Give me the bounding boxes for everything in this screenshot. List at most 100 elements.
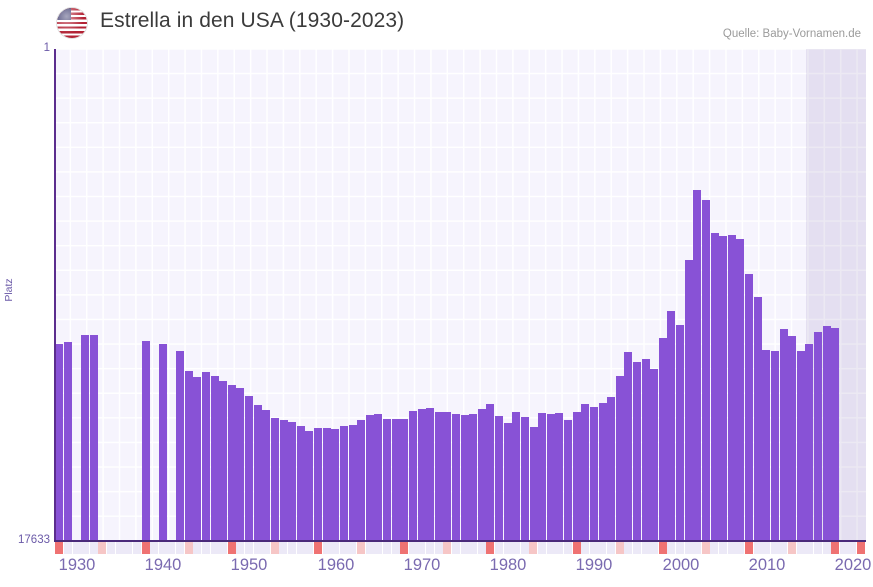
bar[interactable]	[538, 412, 547, 540]
x-axis-tick-label: 1970	[403, 556, 441, 574]
bar[interactable]	[814, 332, 822, 540]
bar[interactable]	[633, 362, 641, 540]
bar[interactable]	[555, 412, 564, 540]
bar[interactable]	[176, 350, 185, 540]
chart-header: Estrella in den USA (1930-2023) Quelle: …	[0, 0, 873, 46]
bar[interactable]	[762, 349, 771, 540]
bar[interactable]	[331, 428, 340, 540]
bar[interactable]	[408, 411, 417, 540]
bar[interactable]	[141, 341, 150, 540]
bar[interactable]	[779, 329, 788, 540]
bar[interactable]	[296, 425, 305, 540]
bar[interactable]	[460, 414, 469, 540]
bar[interactable]	[314, 428, 322, 540]
bar[interactable]	[236, 388, 245, 540]
bar[interactable]	[305, 430, 314, 540]
bar[interactable]	[788, 335, 797, 540]
x-axis-tick-mark	[72, 542, 81, 554]
x-axis-tick-mark	[744, 542, 753, 554]
bar[interactable]	[219, 380, 228, 540]
bar[interactable]	[615, 375, 624, 540]
x-axis-tick-mark	[667, 542, 676, 554]
bar[interactable]	[727, 234, 736, 540]
bar[interactable]	[589, 406, 598, 540]
x-axis-tick-label: 1960	[317, 556, 355, 574]
x-axis-line	[54, 540, 866, 542]
bar[interactable]	[701, 199, 710, 540]
bar[interactable]	[210, 376, 219, 540]
bar[interactable]	[417, 409, 426, 540]
bar[interactable]	[607, 396, 616, 540]
x-axis-tick-mark	[89, 542, 98, 554]
bar[interactable]	[598, 403, 607, 540]
bar[interactable]	[529, 427, 538, 540]
bar[interactable]	[202, 371, 210, 540]
bar[interactable]	[512, 411, 521, 540]
bar[interactable]	[641, 358, 650, 540]
bar[interactable]	[581, 404, 590, 540]
bar[interactable]	[227, 385, 236, 540]
bar[interactable]	[262, 410, 271, 540]
bar[interactable]	[469, 413, 478, 540]
bar[interactable]	[495, 415, 503, 540]
bar[interactable]	[339, 426, 348, 540]
bar[interactable]	[434, 412, 443, 540]
bar[interactable]	[383, 418, 391, 540]
bar[interactable]	[564, 419, 572, 540]
bar[interactable]	[822, 326, 831, 540]
bar[interactable]	[658, 337, 667, 540]
bar[interactable]	[288, 421, 297, 540]
bar[interactable]	[693, 189, 702, 540]
bar[interactable]	[270, 417, 279, 540]
bar[interactable]	[400, 418, 409, 540]
x-axis-tick-mark	[701, 542, 710, 554]
bar[interactable]	[667, 310, 676, 540]
bar[interactable]	[451, 413, 460, 540]
bar[interactable]	[279, 419, 288, 540]
bar[interactable]	[805, 343, 814, 540]
bar[interactable]	[796, 350, 805, 540]
bar[interactable]	[322, 427, 331, 540]
x-axis-tick-mark	[236, 542, 245, 554]
bar[interactable]	[374, 413, 383, 540]
bar[interactable]	[503, 422, 512, 540]
bar[interactable]	[477, 408, 486, 540]
bar[interactable]	[650, 368, 659, 540]
bar[interactable]	[348, 424, 357, 540]
bar[interactable]	[676, 325, 685, 540]
bar[interactable]	[443, 411, 452, 540]
y-axis-tick-top: 1	[43, 42, 50, 54]
bar[interactable]	[184, 371, 193, 540]
bar[interactable]	[89, 334, 98, 540]
x-axis-tick-mark	[443, 542, 452, 554]
bar[interactable]	[770, 350, 779, 540]
bar[interactable]	[684, 260, 693, 540]
bar[interactable]	[753, 296, 762, 540]
bar[interactable]	[624, 351, 633, 540]
bar[interactable]	[710, 232, 719, 540]
bar[interactable]	[357, 420, 366, 540]
bar[interactable]	[719, 236, 728, 540]
x-axis-tick-label: 1940	[144, 556, 182, 574]
bar[interactable]	[365, 415, 374, 540]
bar[interactable]	[193, 376, 202, 540]
bar[interactable]	[736, 239, 745, 540]
x-axis-tick-mark	[417, 542, 426, 554]
bar[interactable]	[546, 413, 555, 540]
x-axis-tick-mark	[382, 542, 391, 554]
bar[interactable]	[831, 327, 840, 540]
bar[interactable]	[486, 403, 495, 540]
x-axis-tick-mark	[150, 542, 159, 554]
bar[interactable]	[55, 344, 64, 540]
bar[interactable]	[63, 341, 72, 540]
bar[interactable]	[81, 334, 90, 540]
bar[interactable]	[572, 411, 581, 540]
bar[interactable]	[745, 274, 753, 540]
bar[interactable]	[426, 407, 435, 540]
bar[interactable]	[391, 419, 400, 540]
bar[interactable]	[520, 417, 529, 540]
bar[interactable]	[253, 404, 262, 540]
bar[interactable]	[245, 395, 254, 540]
bar[interactable]	[158, 344, 167, 540]
x-axis-tick-mark	[693, 542, 702, 554]
